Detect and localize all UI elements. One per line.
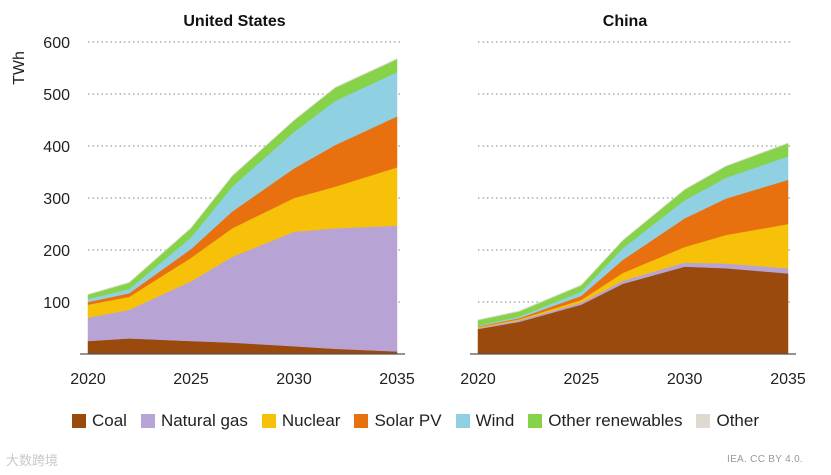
y-tick-label: 600 (43, 35, 70, 52)
x-tick-label: 2030 (276, 371, 312, 388)
x-tick-label: 2030 (667, 371, 703, 388)
legend-item-nuclear: Nuclear (261, 411, 341, 431)
legend-item-other-renewables: Other renewables (528, 411, 682, 431)
legend-label: Coal (91, 411, 127, 430)
legend: Coal Natural gas Nuclear Solar PV Wind Other … (0, 411, 831, 431)
panel-china: 2020 2025 2030 2035 China (460, 13, 806, 388)
legend-item-coal: Coal (71, 411, 127, 431)
china-area-other (477, 142, 789, 321)
x-tick-label: 2035 (770, 371, 806, 388)
y-tick-label: 100 (43, 295, 70, 312)
y-tick-label: 400 (43, 139, 70, 156)
x-tick-label: 2025 (564, 371, 600, 388)
x-tick-label: 2035 (379, 371, 415, 388)
source-note: IEA. CC BY 4.0. (727, 454, 804, 465)
legend-swatch (696, 414, 711, 428)
legend-swatch (71, 414, 86, 428)
panel-title: United States (183, 13, 285, 30)
legend-swatch (455, 414, 470, 428)
legend-swatch (261, 414, 276, 428)
legend-label: Natural gas (160, 411, 248, 430)
y-axis-label: TWh (11, 51, 28, 85)
y-tick-label: 300 (43, 191, 70, 208)
legend-item-solar-pv: Solar PV (354, 411, 442, 431)
legend-label: Wind (475, 411, 515, 430)
legend-item-natural-gas: Natural gas (140, 411, 248, 431)
legend-swatch (528, 414, 543, 428)
legend-swatch (354, 414, 369, 428)
legend-item-other: Other (696, 411, 759, 431)
x-tick-label: 2025 (173, 371, 209, 388)
legend-label: Solar PV (374, 411, 442, 430)
legend-swatch (140, 414, 155, 428)
y-tick-label: 500 (43, 87, 70, 104)
watermark-logo: 大数跨境 (6, 453, 59, 468)
y-tick-label: 200 (43, 243, 70, 260)
chart-figure: 2020 2025 2030 2035 100 200 300 400 500 600 TWh Uni… (11, 13, 806, 388)
legend-label: Other renewables (548, 411, 683, 430)
x-tick-label: 2020 (460, 371, 496, 388)
legend-item-wind: Wind (455, 411, 515, 431)
panel-title: China (603, 13, 648, 30)
panel-united-states: 2020 2025 2030 2035 100 200 300 400 500 600 TWh Uni… (11, 13, 415, 388)
us-area-other (87, 58, 398, 296)
legend-label: Other (716, 411, 760, 430)
x-tick-label: 2020 (70, 371, 106, 388)
legend-label: Nuclear (281, 411, 341, 430)
